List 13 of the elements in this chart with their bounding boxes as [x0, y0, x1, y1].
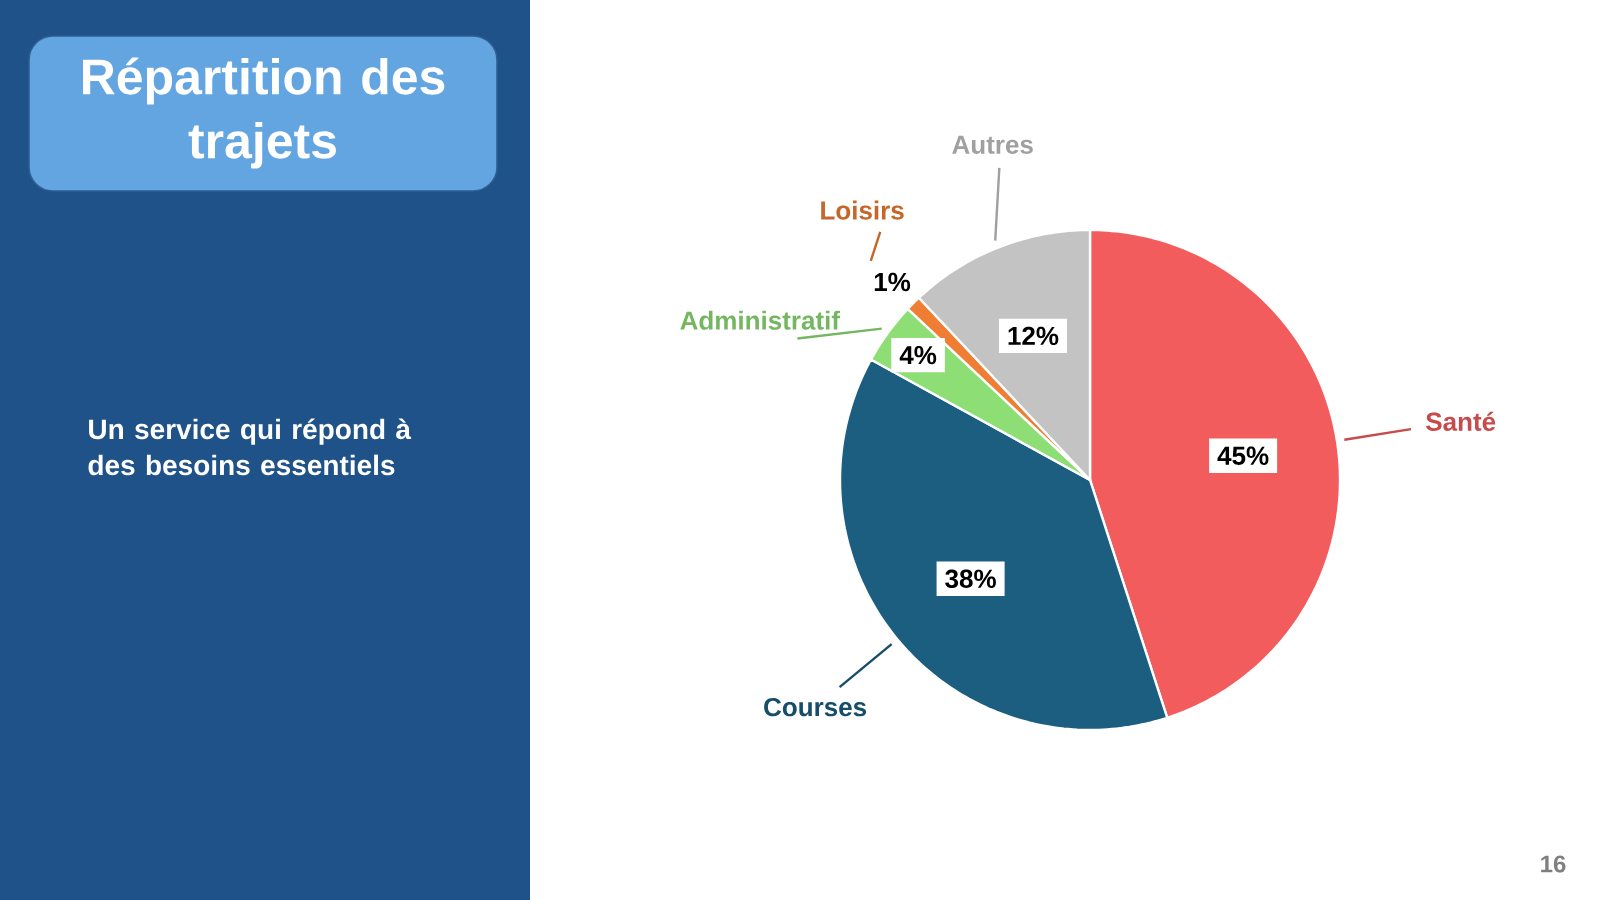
data-label: 45% [1217, 446, 1269, 465]
slice-label: Autres [952, 135, 1033, 154]
text: Répartition des trajets [82, 57, 445, 169]
text: 16 [1541, 855, 1566, 873]
slice-label: Courses [764, 697, 867, 717]
slice-label: Loisirs [821, 200, 904, 220]
data-label: 1% [874, 272, 911, 292]
slice-label: Administratif [680, 310, 841, 330]
data-label: 4% [899, 345, 937, 365]
text: Un service qui répond à des besoins essentiels [88, 418, 412, 476]
data-label: 12% [1008, 326, 1059, 346]
data-label: 38% [945, 569, 996, 589]
slice-label: Santé [1426, 411, 1496, 431]
